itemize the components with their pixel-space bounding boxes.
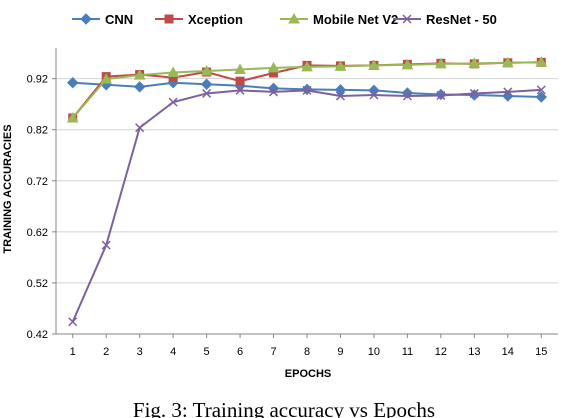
figure-caption: Fig. 3: Training accuracy vs Epochs bbox=[133, 398, 435, 418]
data-point-mobile-net-v2-2 bbox=[100, 73, 113, 84]
legend-label-mobile-net-v2: Mobile Net V2 bbox=[313, 12, 398, 27]
data-point-resnet-50-11 bbox=[402, 91, 412, 101]
legend-item-mobile-net-v2: Mobile Net V2 bbox=[280, 12, 398, 27]
legend-marker-resnet-50 bbox=[402, 14, 412, 24]
data-point-resnet-50-14 bbox=[503, 87, 513, 97]
data-point-mobile-net-v2-6 bbox=[234, 63, 246, 74]
series-resnet-50 bbox=[68, 85, 546, 327]
data-point-resnet-50-10 bbox=[369, 90, 379, 100]
data-point-cnn-5 bbox=[200, 78, 213, 90]
x-tick-label-8: 9 bbox=[337, 346, 343, 358]
legend-item-cnn: CNN bbox=[72, 12, 133, 27]
series-group bbox=[66, 56, 548, 327]
x-tick-label-11: 12 bbox=[435, 346, 447, 358]
data-point-mobile-net-v2-12 bbox=[435, 57, 447, 69]
y-tick-label-4: 0.82 bbox=[27, 125, 48, 137]
x-tick-label-2: 3 bbox=[137, 346, 143, 358]
data-point-mobile-net-v2-4 bbox=[167, 66, 179, 78]
x-tick-label-5: 6 bbox=[237, 346, 243, 358]
data-point-resnet-50-9 bbox=[335, 91, 345, 101]
data-point-mobile-net-v2-13 bbox=[468, 57, 481, 68]
data-point-mobile-net-v2-5 bbox=[200, 64, 213, 76]
x-tick-label-10: 11 bbox=[402, 346, 413, 358]
legend-label-xception: Xception bbox=[188, 12, 243, 27]
legend-label-resnet-50: ResNet - 50 bbox=[426, 12, 497, 27]
data-point-cnn-15 bbox=[535, 91, 547, 103]
data-point-mobile-net-v2-9 bbox=[334, 60, 347, 71]
legend-label-cnn: CNN bbox=[105, 12, 133, 27]
y-tick-labels: 0.42 0.52 0.62 0.72 0.82 0.92 bbox=[27, 74, 48, 341]
legend-marker-xception bbox=[164, 14, 174, 24]
x-tick-label-1: 2 bbox=[103, 346, 109, 358]
data-point-mobile-net-v2-11 bbox=[401, 58, 414, 70]
data-point-resnet-50-13 bbox=[469, 88, 479, 98]
data-point-resnet-50-4 bbox=[168, 97, 178, 107]
data-point-mobile-net-v2-1 bbox=[66, 111, 79, 123]
x-tick-label-0: 1 bbox=[70, 346, 76, 358]
data-point-resnet-50-1 bbox=[68, 317, 78, 327]
gridlines bbox=[56, 78, 558, 284]
data-point-resnet-50-2 bbox=[101, 240, 111, 250]
data-point-resnet-50-3 bbox=[135, 123, 145, 133]
axes bbox=[52, 48, 558, 338]
x-tick-label-6: 7 bbox=[270, 346, 276, 358]
data-point-resnet-50-5 bbox=[202, 88, 212, 98]
legend-marker-cnn bbox=[80, 13, 92, 25]
data-point-mobile-net-v2-7 bbox=[267, 61, 280, 73]
legend-item-resnet-50: ResNet - 50 bbox=[393, 12, 497, 27]
data-point-resnet-50-12 bbox=[436, 90, 446, 101]
x-axis-label: EPOCHS bbox=[285, 368, 331, 380]
x-tick-label-12: 13 bbox=[468, 346, 480, 358]
data-point-mobile-net-v2-3 bbox=[133, 69, 146, 80]
legend-marker-mobile-net-v2 bbox=[288, 12, 300, 24]
x-tick-label-7: 8 bbox=[304, 346, 310, 358]
data-point-mobile-net-v2-10 bbox=[368, 59, 380, 70]
x-tick-label-14: 15 bbox=[535, 346, 547, 358]
y-tick-label-1: 0.52 bbox=[27, 278, 48, 290]
y-tick-label-5: 0.92 bbox=[27, 74, 48, 86]
x-tick-label-4: 5 bbox=[204, 346, 210, 358]
data-point-cnn-1 bbox=[67, 77, 79, 89]
data-point-cnn-3 bbox=[133, 81, 146, 93]
data-point-mobile-net-v2-8 bbox=[301, 60, 313, 72]
x-tick-label-13: 14 bbox=[502, 346, 514, 358]
data-point-cnn-10 bbox=[368, 84, 380, 97]
data-point-resnet-50-8 bbox=[302, 85, 312, 95]
y-tick-label-0: 0.42 bbox=[27, 329, 48, 341]
y-axis-label: TRAINING ACCURACIES bbox=[2, 124, 14, 253]
data-point-xception-6 bbox=[235, 76, 245, 86]
legend: CNN Xception Mobile Net V2 ResNet - 50 bbox=[72, 12, 497, 27]
data-point-cnn-9 bbox=[334, 84, 347, 96]
x-tick-label-9: 10 bbox=[368, 346, 380, 358]
x-tick-label-3: 4 bbox=[170, 346, 176, 358]
series-mobile-net-v2 bbox=[66, 56, 548, 123]
data-point-mobile-net-v2-14 bbox=[501, 56, 514, 68]
x-tick-labels: 1 2 3 4 5 6 7 8 9 10 11 12 13 14 15 bbox=[70, 346, 548, 358]
data-point-cnn-13 bbox=[468, 89, 481, 101]
y-tick-label-2: 0.62 bbox=[27, 227, 48, 239]
data-point-mobile-net-v2-15 bbox=[535, 56, 548, 67]
data-point-resnet-50-15 bbox=[536, 85, 546, 95]
data-point-resnet-50-6 bbox=[235, 85, 245, 95]
data-point-resnet-50-7 bbox=[269, 87, 279, 97]
legend-item-xception: Xception bbox=[155, 12, 243, 27]
y-tick-label-3: 0.72 bbox=[27, 176, 48, 188]
